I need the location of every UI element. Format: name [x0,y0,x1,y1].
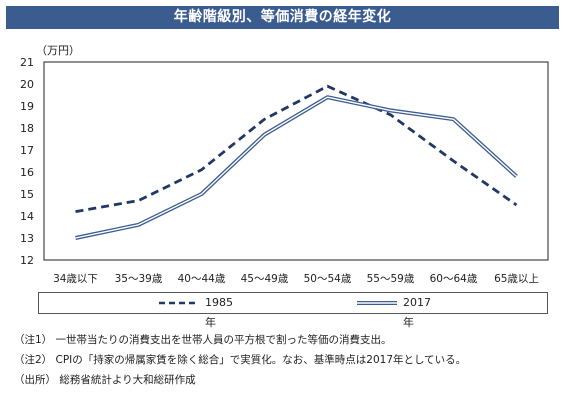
plot-area-frame [43,61,549,261]
x-tick-label: 55～59歳 [367,273,415,285]
footnotes: （注1） 一世帯当たりの消費支出を世帯人員の平方根で割った等価の消費支出。 （注… [14,330,466,390]
y-tick-label: 16 [20,166,34,179]
note-2: （注2） CPIの「持家の帰属家賃を除く総合」で実質化。なお、基準時点は2017… [14,354,467,366]
y-axis-label: （万円） [36,44,80,57]
y-tick-labels: 12 13 14 15 16 17 18 19 20 21 [20,56,34,267]
y-tick-label: 12 [20,254,34,267]
x-tick-label: 45～49歳 [241,273,289,285]
y-tick-label: 20 [20,78,34,91]
legend-dashed-line-sample [159,301,199,305]
legend-double-line-sample [357,301,397,305]
x-tick-label: 65歳以上 [494,273,539,285]
y-tick-label: 21 [20,56,34,69]
series-line-1985 [75,84,518,213]
source-note: （出所） 総務省統計より大和総研作成 [14,374,196,386]
x-tick-label: 34歳以下 [53,273,98,285]
x-tick-labels: 34歳以下 35～39歳 40～44歳 45～49歳 50～54歳 55～59歳 60～64… [53,273,539,285]
chart-title: 年齢階級別、等価消費の経年変化 [6,6,559,29]
series-lines [75,84,518,240]
x-tick-label: 60～64歳 [430,273,478,285]
line-chart: （万円） 12 13 14 15 16 17 18 19 20 21 34歳以下 35～39歳 40～… [20,44,549,285]
y-tick-label: 18 [20,122,34,135]
legend: 1985年 2017年 [38,292,548,329]
note-1: （注1） 一世帯当たりの消費支出を世帯人員の平方根で割った等価の消費支出。 [14,334,392,346]
y-tick-label: 13 [20,232,34,245]
legend-label-2017: 2017年 [403,296,431,329]
y-tick-label: 17 [20,144,34,157]
legend-label-1985: 1985年 [205,296,233,329]
y-tick-label: 14 [20,210,34,223]
x-tick-label: 50～54歳 [304,273,352,285]
series-line-inner-2017 [75,96,517,239]
y-tick-label: 15 [20,188,34,201]
x-tick-label: 40～44歳 [178,273,226,285]
x-tick-label: 35～39歳 [115,273,163,285]
y-tick-label: 19 [20,100,34,113]
